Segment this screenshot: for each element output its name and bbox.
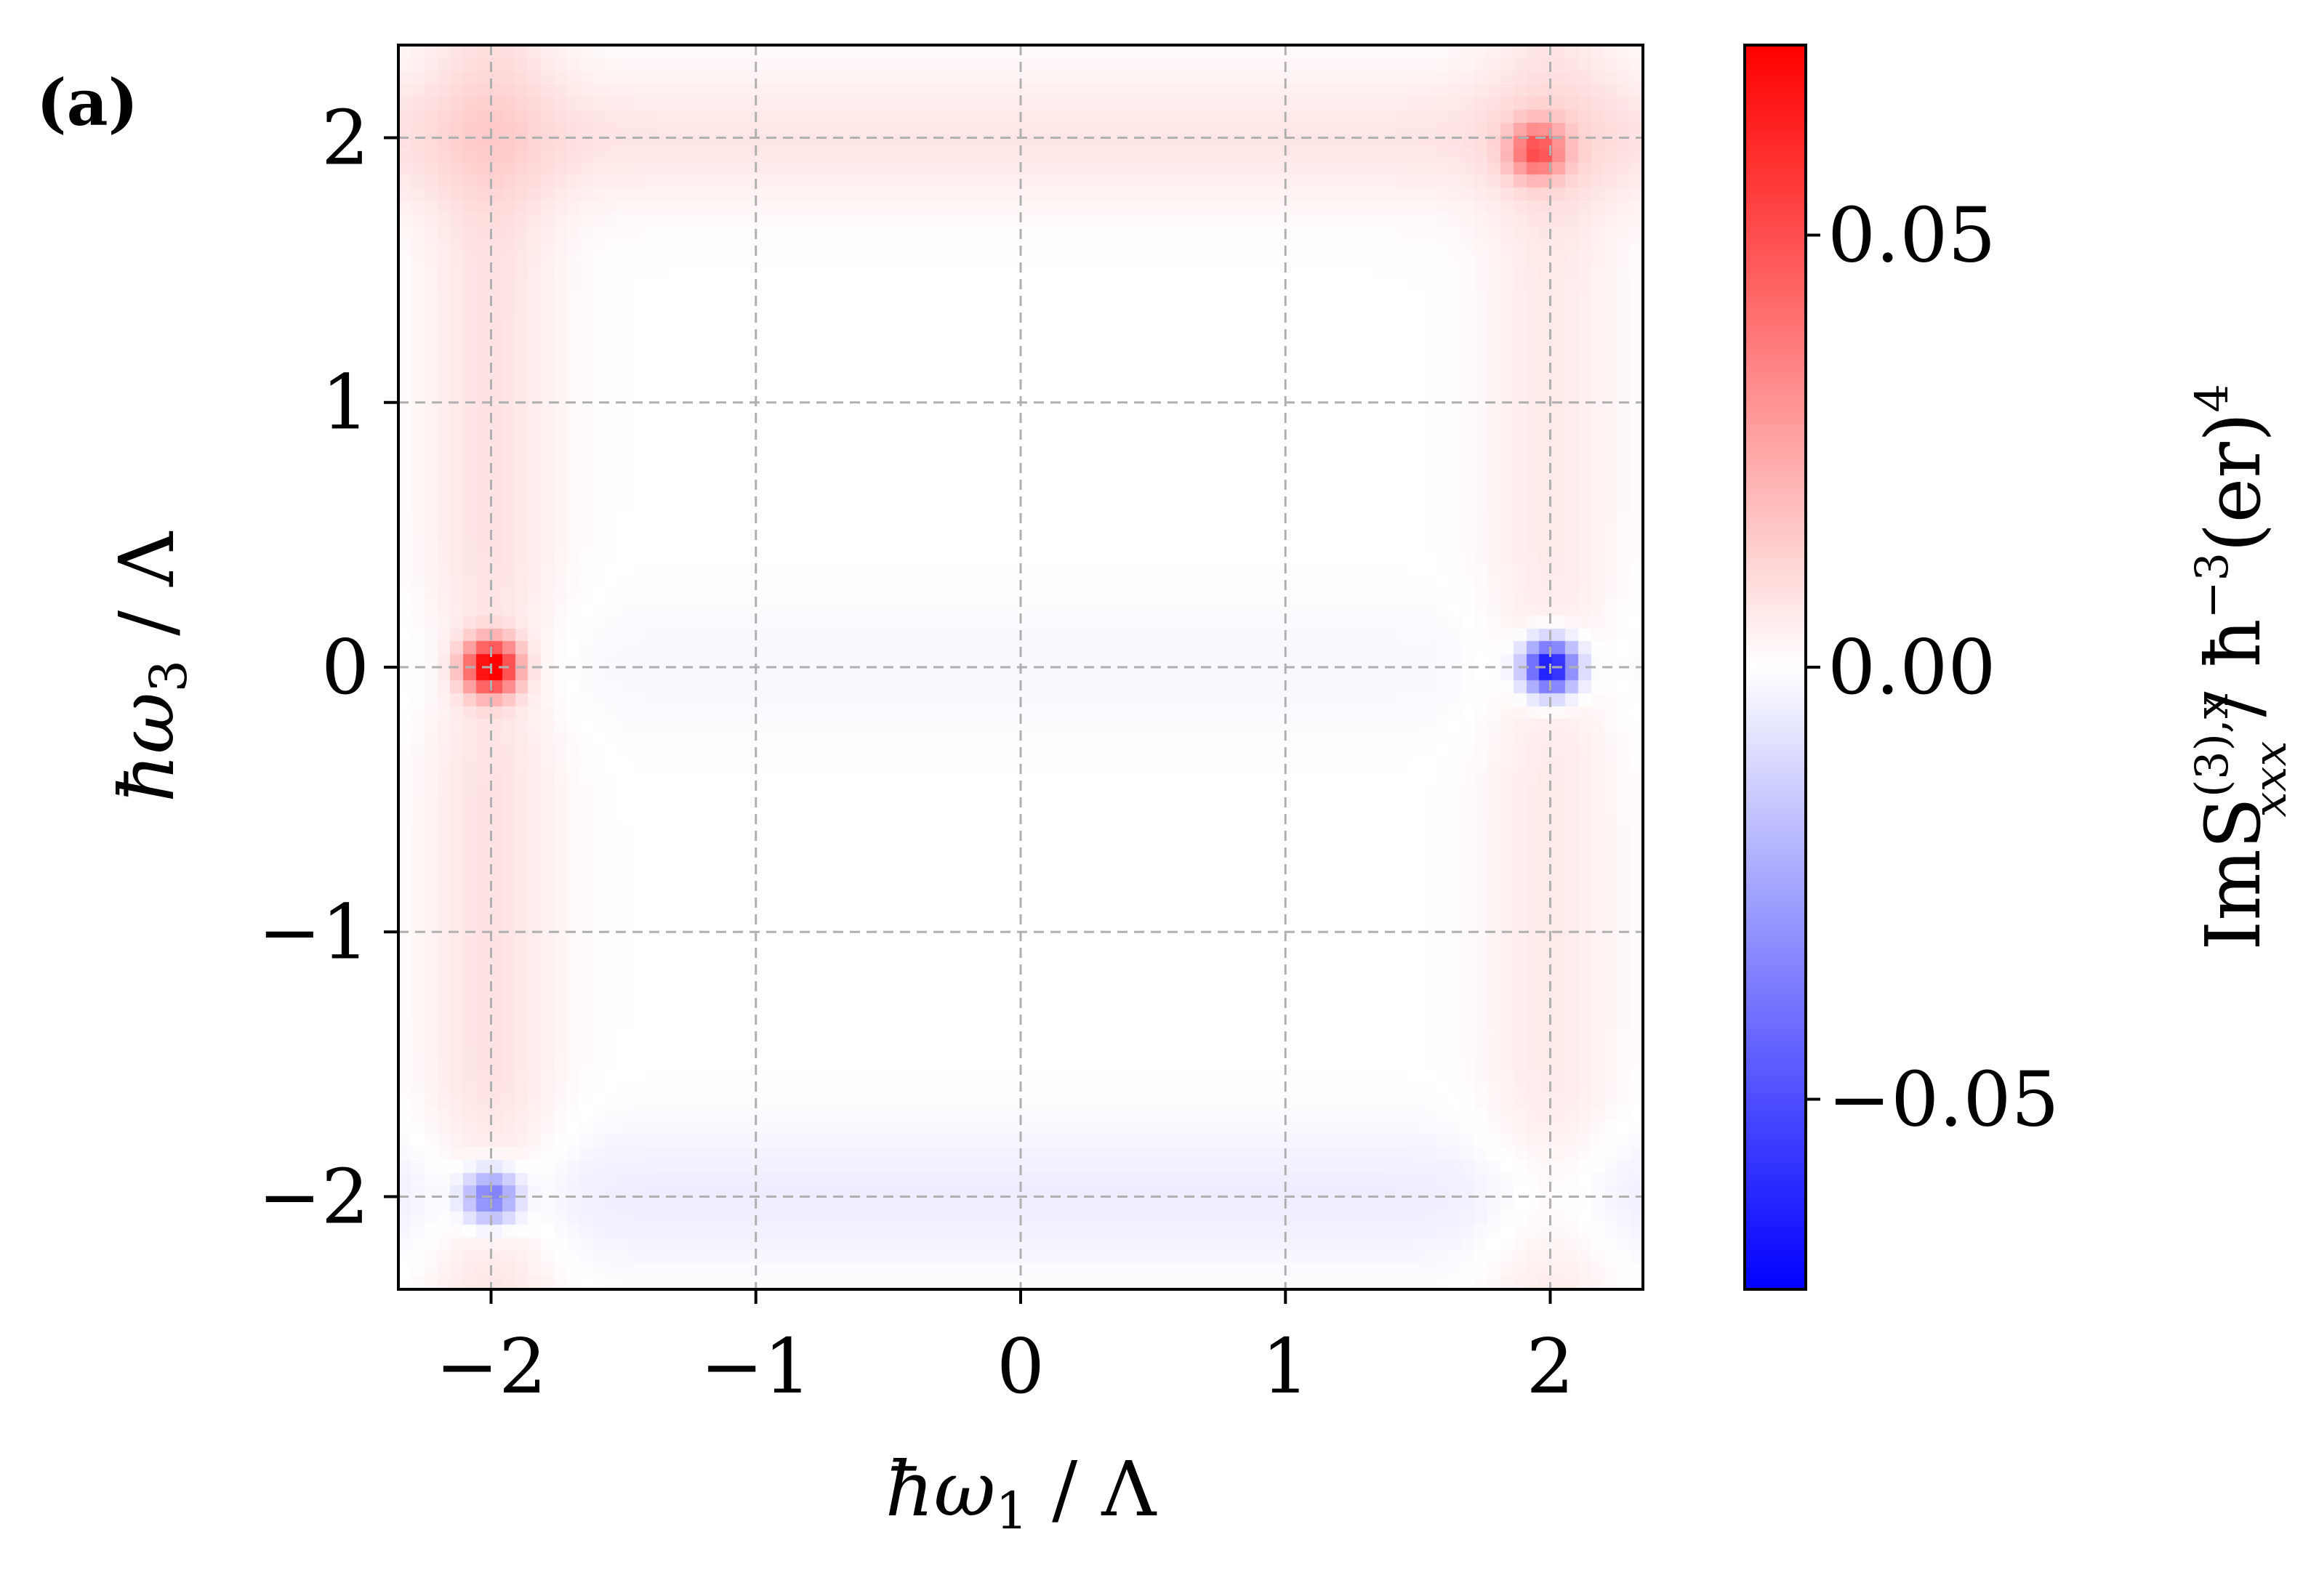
colorbar-tick-label: 0.05 [1828,191,1996,280]
grid-lines [398,45,1643,1289]
y-tick-label: −1 [258,887,369,976]
colorbar-tick-label: 0.00 [1828,623,1996,712]
panel-label: (a) [36,65,138,140]
x-tick-label: 0 [997,1322,1045,1411]
x-tick-label: 2 [1526,1322,1574,1411]
colorbar-ticks: 0.05 0.00 −0.05 [1806,191,2059,1143]
x-axis-label: ħω1 / Λ [885,1445,1158,1541]
x-tick-label: −2 [435,1322,547,1411]
colorbar [1743,44,1807,1291]
colorbar-tick-label: −0.05 [1828,1055,2059,1143]
y-axis-label: ħω3 / Λ [103,531,198,803]
x-tick-label: 1 [1261,1322,1309,1411]
y-tick-label: 2 [321,93,369,182]
y-tick-label: −2 [258,1153,369,1241]
y-tick-label: 1 [321,358,369,447]
y-tick-label: 0 [321,623,369,712]
x-tick-label: −1 [700,1322,811,1411]
x-axis-ticks: −2 −1 0 1 2 [435,1289,1575,1411]
y-axis-ticks: −2 −1 0 1 2 [258,93,398,1241]
colorbar-label: ImS(3),x xxx / ħ−3(er)4 [2185,384,2296,951]
